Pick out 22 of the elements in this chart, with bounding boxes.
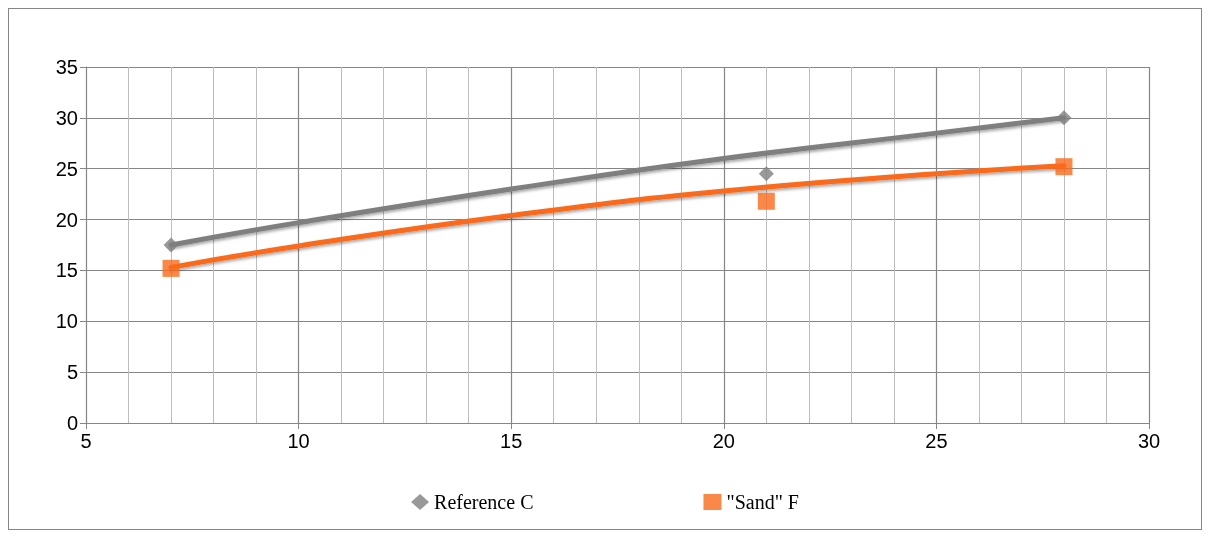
legend-label: "Sand" F bbox=[726, 491, 799, 513]
x-tick-label: 20 bbox=[712, 430, 735, 452]
point bbox=[162, 259, 180, 277]
point bbox=[758, 166, 774, 182]
x-tick-label: 5 bbox=[80, 430, 92, 452]
point bbox=[163, 237, 179, 253]
point bbox=[757, 192, 775, 210]
x-tick-label: 30 bbox=[1137, 430, 1161, 452]
y-tick-label: 0 bbox=[66, 412, 78, 434]
y-tick-label: 20 bbox=[55, 208, 78, 231]
y-tick-label: 25 bbox=[55, 157, 78, 180]
x-tick-label: 15 bbox=[500, 430, 523, 452]
x-tick-label: 10 bbox=[287, 430, 310, 452]
point bbox=[1055, 158, 1073, 176]
y-tick-label: 30 bbox=[55, 106, 78, 129]
y-tick-label: 35 bbox=[55, 56, 78, 78]
point bbox=[1056, 110, 1072, 126]
y-tick-label: 15 bbox=[55, 259, 78, 282]
y-tick-label: 10 bbox=[55, 310, 78, 333]
legend-label: Reference C bbox=[434, 491, 534, 513]
x-tick-label: 25 bbox=[925, 430, 948, 452]
y-tick-label: 5 bbox=[66, 361, 78, 384]
